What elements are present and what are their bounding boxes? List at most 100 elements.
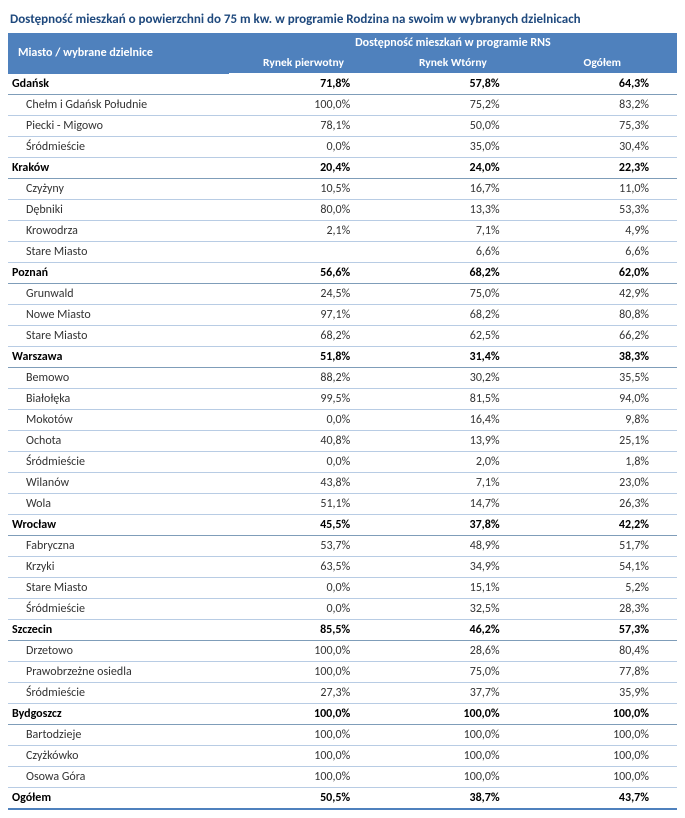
table-row: Kraków20,4%24,0%22,3%	[8, 158, 677, 179]
row-value: 37,7%	[378, 683, 527, 704]
row-label: Wrocław	[8, 515, 229, 536]
table-row: Śródmieście0,0%35,0%30,4%	[8, 137, 677, 158]
row-value: 68,2%	[378, 263, 527, 284]
row-value: 80,0%	[229, 200, 378, 221]
row-value: 2,1%	[229, 221, 378, 242]
table-row: Bydgoszcz100,0%100,0%100,0%	[8, 704, 677, 725]
row-label: Bartodzieje	[8, 725, 229, 746]
row-value: 99,5%	[229, 389, 378, 410]
row-value: 38,3%	[528, 347, 677, 368]
row-value: 14,7%	[378, 494, 527, 515]
table-row: Piecki - Migowo78,1%50,0%75,3%	[8, 116, 677, 137]
table-row: Bemowo88,2%30,2%35,5%	[8, 368, 677, 389]
row-value: 0,0%	[229, 452, 378, 473]
row-value: 100,0%	[229, 767, 378, 788]
table-row: Wilanów43,8%7,1%23,0%	[8, 473, 677, 494]
row-value: 31,4%	[378, 347, 527, 368]
row-value: 77,8%	[528, 662, 677, 683]
row-value: 75,0%	[378, 662, 527, 683]
row-value: 100,0%	[229, 725, 378, 746]
row-value: 57,8%	[378, 74, 527, 95]
row-value: 28,6%	[378, 641, 527, 662]
row-value: 6,6%	[528, 242, 677, 263]
row-label: Fabryczna	[8, 536, 229, 557]
row-value: 85,5%	[229, 620, 378, 641]
row-value: 75,3%	[528, 116, 677, 137]
row-value: 50,0%	[378, 116, 527, 137]
header-col-primary: Rynek pierwotny	[229, 53, 378, 74]
table-row: Dębniki80,0%13,3%53,3%	[8, 200, 677, 221]
table-row: Wola51,1%14,7%26,3%	[8, 494, 677, 515]
row-value: 62,5%	[378, 326, 527, 347]
row-value	[229, 242, 378, 263]
row-value: 0,0%	[229, 599, 378, 620]
row-value: 50,5%	[229, 788, 378, 810]
row-value: 80,8%	[528, 305, 677, 326]
row-value: 42,2%	[528, 515, 677, 536]
row-value: 43,7%	[528, 788, 677, 810]
row-label: Poznań	[8, 263, 229, 284]
row-label: Bemowo	[8, 368, 229, 389]
table-row: Mokotów0,0%16,4%9,8%	[8, 410, 677, 431]
row-label: Grunwald	[8, 284, 229, 305]
row-value: 46,2%	[378, 620, 527, 641]
row-value: 100,0%	[378, 725, 527, 746]
row-label: Kraków	[8, 158, 229, 179]
table-row: Fabryczna53,7%48,9%51,7%	[8, 536, 677, 557]
row-value: 100,0%	[229, 662, 378, 683]
row-value: 53,7%	[229, 536, 378, 557]
row-value: 83,2%	[528, 95, 677, 116]
row-value: 35,5%	[528, 368, 677, 389]
row-value: 45,5%	[229, 515, 378, 536]
header-col-secondary: Rynek Wtórny	[378, 53, 527, 74]
row-value: 1,8%	[528, 452, 677, 473]
row-value: 97,1%	[229, 305, 378, 326]
table-row: Warszawa51,8%31,4%38,3%	[8, 347, 677, 368]
row-value: 88,2%	[229, 368, 378, 389]
table-row: Krowodrza2,1%7,1%4,9%	[8, 221, 677, 242]
row-value: 35,9%	[528, 683, 677, 704]
row-value: 7,1%	[378, 473, 527, 494]
table-row: Prawobrzeżne osiedla100,0%75,0%77,8%	[8, 662, 677, 683]
table-row: Czyżyny10,5%16,7%11,0%	[8, 179, 677, 200]
row-value: 48,9%	[378, 536, 527, 557]
row-value: 2,0%	[378, 452, 527, 473]
row-value: 37,8%	[378, 515, 527, 536]
row-label: Śródmieście	[8, 137, 229, 158]
row-value: 0,0%	[229, 137, 378, 158]
row-value: 16,4%	[378, 410, 527, 431]
table-row: Śródmieście0,0%2,0%1,8%	[8, 452, 677, 473]
row-label: Drzetowo	[8, 641, 229, 662]
row-value: 26,3%	[528, 494, 677, 515]
row-label: Ogółem	[8, 788, 229, 810]
table-row: Bartodzieje100,0%100,0%100,0%	[8, 725, 677, 746]
row-value: 24,0%	[378, 158, 527, 179]
table-row: Białołęka99,5%81,5%94,0%	[8, 389, 677, 410]
row-value: 24,5%	[229, 284, 378, 305]
table-row: Stare Miasto6,6%6,6%	[8, 242, 677, 263]
row-value: 53,3%	[528, 200, 677, 221]
table-row: Gdańsk71,8%57,8%64,3%	[8, 74, 677, 95]
table-row: Poznań56,6%68,2%62,0%	[8, 263, 677, 284]
row-label: Ochota	[8, 431, 229, 452]
row-label: Chełm i Gdańsk Południe	[8, 95, 229, 116]
row-label: Czyżyny	[8, 179, 229, 200]
row-label: Nowe Miasto	[8, 305, 229, 326]
row-label: Śródmieście	[8, 683, 229, 704]
row-value: 100,0%	[378, 746, 527, 767]
row-value: 66,2%	[528, 326, 677, 347]
row-value: 75,2%	[378, 95, 527, 116]
row-label: Mokotów	[8, 410, 229, 431]
row-value: 11,0%	[528, 179, 677, 200]
row-value: 71,8%	[229, 74, 378, 95]
row-value: 80,4%	[528, 641, 677, 662]
row-value: 23,0%	[528, 473, 677, 494]
table-row: Śródmieście27,3%37,7%35,9%	[8, 683, 677, 704]
row-label: Bydgoszcz	[8, 704, 229, 725]
availability-table: Miasto / wybrane dzielnice Dostępność mi…	[8, 33, 677, 810]
row-value: 38,7%	[378, 788, 527, 810]
row-value: 10,5%	[229, 179, 378, 200]
row-value: 94,0%	[528, 389, 677, 410]
row-label: Dębniki	[8, 200, 229, 221]
row-value: 35,0%	[378, 137, 527, 158]
